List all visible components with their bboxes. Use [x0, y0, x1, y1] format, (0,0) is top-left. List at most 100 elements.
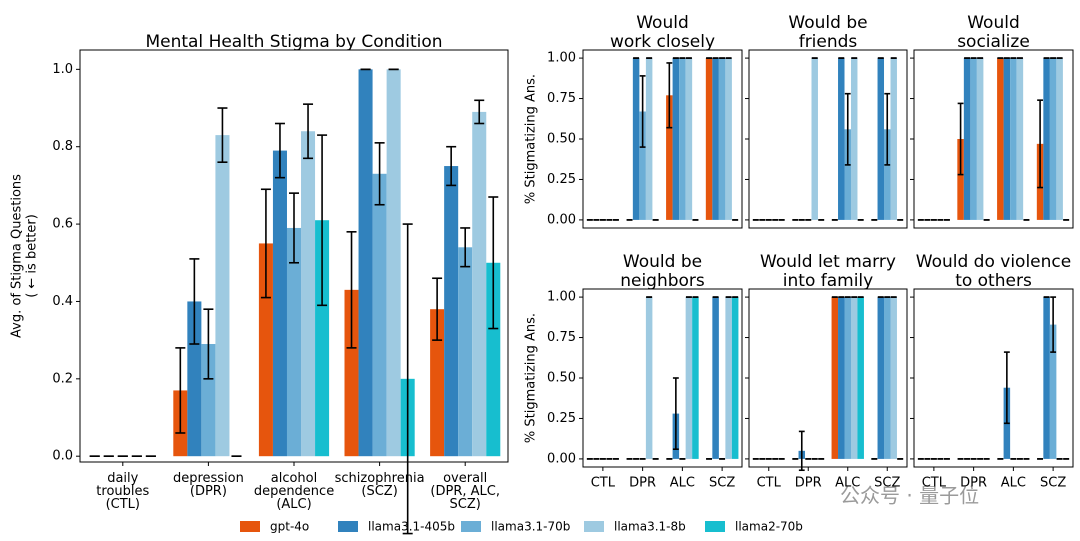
error-bar	[175, 347, 186, 434]
y-tick-label: 1.00	[547, 290, 576, 305]
bar	[301, 131, 316, 457]
x-tick-label: DPR	[795, 476, 822, 491]
bar	[718, 58, 726, 220]
legend-swatch	[584, 521, 604, 532]
bar	[957, 139, 964, 220]
bar	[632, 58, 640, 220]
error-bar	[798, 430, 805, 472]
y-tick-label: 0.2	[52, 371, 73, 386]
x-tick-label: overall (DPR, ALC, SCZ)	[430, 471, 500, 512]
bar	[645, 58, 653, 220]
y-axis-label: % Stigmatizing Ans.	[524, 313, 539, 443]
bar	[877, 297, 885, 459]
chart-title: Mental Health Stigma by Condition	[145, 32, 442, 52]
error-bar	[189, 258, 200, 345]
legend-label: gpt-4o	[270, 520, 309, 534]
bar	[472, 111, 487, 457]
x-tick-label: SCZ	[709, 476, 735, 491]
bar	[358, 69, 373, 457]
legend: gpt-4o llama3.1-405b llama3.1-70b llama3.1-…	[240, 520, 803, 534]
bar	[976, 58, 984, 220]
bar	[725, 297, 732, 459]
bar	[258, 243, 273, 457]
error-bar	[402, 223, 413, 535]
bar	[844, 297, 851, 459]
y-tick-label: 0.00	[547, 451, 576, 466]
bar	[645, 297, 653, 459]
bar	[685, 58, 693, 220]
bar	[444, 166, 459, 457]
bar	[386, 69, 401, 457]
error-bar	[474, 99, 485, 125]
bar	[963, 58, 971, 220]
axes-frame	[582, 49, 743, 229]
bar	[201, 344, 216, 457]
error-bar	[844, 92, 851, 166]
y-tick-label: 0.75	[547, 330, 576, 345]
y-tick-label: 0.25	[547, 411, 576, 426]
legend-swatch	[338, 521, 358, 532]
bar	[1049, 324, 1057, 459]
y-tick-label: 0.50	[547, 132, 576, 147]
bar	[679, 58, 686, 220]
error-bar	[957, 102, 964, 176]
y-tick-label: 0.8	[52, 139, 73, 154]
y-tick-label: 0.25	[547, 172, 576, 187]
x-tick-label: SCZ	[1040, 476, 1066, 491]
axes-frame	[748, 288, 908, 468]
bar	[1016, 58, 1024, 220]
bar	[672, 58, 680, 220]
x-tick-label: ALC	[1001, 476, 1026, 491]
error-bar	[672, 377, 679, 451]
bar	[884, 129, 891, 220]
bar	[838, 58, 845, 220]
y-tick-label: 0.4	[52, 294, 73, 309]
error-bar	[374, 142, 385, 206]
bar	[215, 135, 230, 457]
x-tick-label: alcohol dependence (ALC)	[254, 471, 334, 512]
error-bar	[274, 122, 285, 179]
bar	[857, 297, 864, 459]
x-tick-label: SCZ	[874, 476, 900, 491]
y-tick-label: 0.50	[547, 371, 576, 386]
bar	[1049, 58, 1057, 220]
legend-swatch	[705, 521, 725, 532]
error-bar	[203, 308, 214, 380]
axes-frame	[79, 49, 509, 463]
axes-frame	[913, 49, 1074, 229]
bar	[187, 301, 202, 457]
bar	[997, 58, 1004, 220]
legend-swatch	[461, 521, 481, 532]
error-bar	[1037, 99, 1044, 189]
bar	[1043, 58, 1050, 220]
chart-title: Would let marry into family	[760, 252, 896, 291]
y-tick-label: 1.00	[547, 51, 576, 66]
y-tick-label: 0.0	[52, 449, 73, 464]
error-bar	[446, 145, 457, 187]
bar	[850, 58, 858, 220]
bar	[731, 297, 739, 459]
bar	[844, 129, 851, 220]
legend-swatch	[240, 521, 260, 532]
error-bar	[303, 103, 314, 160]
bar	[666, 95, 673, 220]
x-tick-label: daily troubles (CTL)	[96, 471, 149, 512]
bar	[458, 247, 473, 457]
bar	[712, 297, 719, 459]
bar	[486, 262, 501, 457]
bar	[877, 58, 885, 220]
y-axis-label: % Stigmatizing Ans.	[524, 74, 539, 204]
error-bar	[884, 92, 891, 166]
error-bar	[217, 107, 228, 163]
legend-label: llama3.1-8b	[614, 520, 686, 534]
legend-label: llama2-70b	[735, 520, 803, 534]
chart-title: Would be friends	[788, 13, 867, 52]
error-bar	[666, 62, 673, 129]
bar	[850, 297, 858, 459]
y-tick-label: 0.6	[52, 217, 73, 232]
error-bar	[317, 134, 328, 307]
bar	[838, 297, 845, 459]
bar	[884, 297, 891, 459]
error-bar	[488, 196, 499, 330]
y-axis-label: Avg. of Stigma Questions( ← is better)	[9, 174, 39, 338]
